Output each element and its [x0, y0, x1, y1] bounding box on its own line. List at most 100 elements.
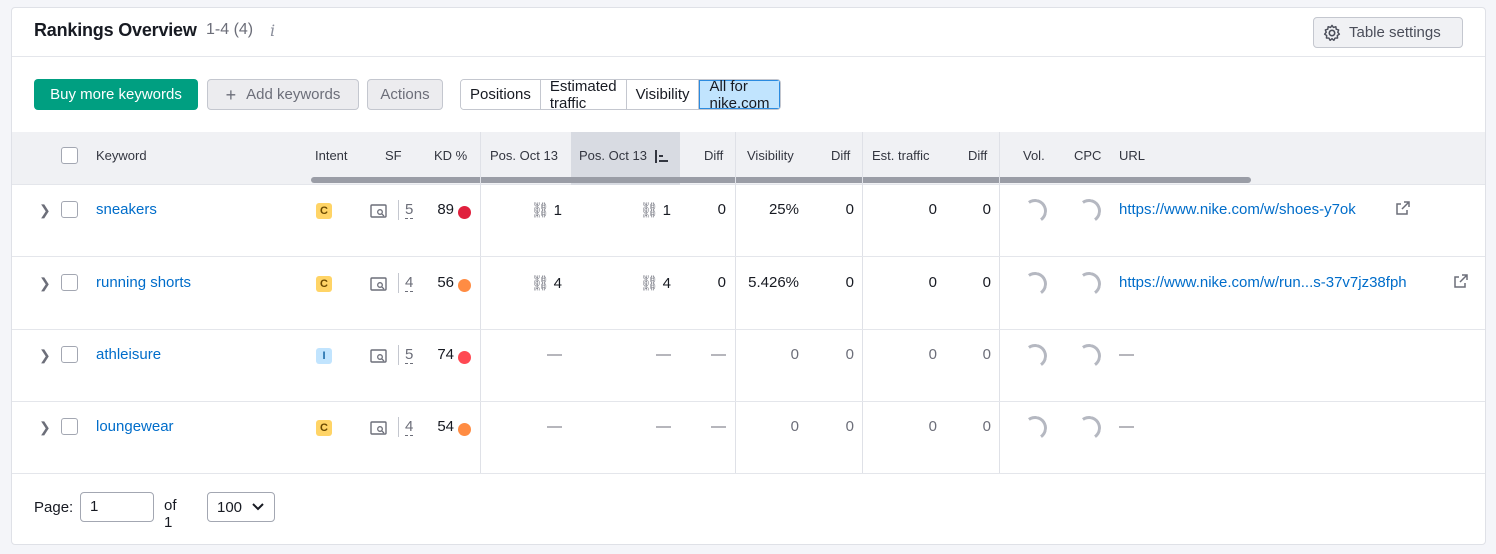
horizontal-scrollbar[interactable]	[311, 177, 1251, 183]
page-total-label: of 1	[164, 497, 177, 531]
col-est-traffic[interactable]: Est. traffic	[872, 148, 930, 163]
sf-divider	[398, 200, 399, 220]
visibility-value: 0	[790, 418, 799, 435]
col-pos-2[interactable]: Pos. Oct 13	[579, 148, 647, 163]
page-label: Page:	[34, 498, 74, 516]
per-page-select[interactable]: 100	[207, 492, 275, 522]
keyword-link[interactable]: athleisure	[96, 346, 162, 363]
col-diff-1[interactable]: Diff	[704, 148, 724, 163]
link-icon: ⛓	[639, 275, 659, 292]
intent-badge[interactable]: C	[316, 203, 332, 219]
diff-3-value: 0	[982, 418, 991, 435]
tab-estimated-traffic[interactable]: Estimated traffic	[540, 80, 627, 109]
sorted-column-highlight	[571, 132, 680, 185]
row-checkbox[interactable]	[61, 346, 78, 363]
tab-all-for-domain[interactable]: All for nike.com	[699, 80, 780, 109]
col-intent[interactable]: Intent	[315, 148, 348, 163]
link-icon: ⛓	[530, 275, 550, 292]
column-divider	[480, 132, 481, 473]
col-kd[interactable]: KD %	[434, 148, 468, 163]
col-cpc[interactable]: CPC	[1074, 148, 1102, 163]
serp-features-icon[interactable]	[370, 349, 387, 363]
keyword-link[interactable]: sneakers	[96, 201, 157, 218]
url-link[interactable]: https://www.nike.com/w/run...s-37v7jz38f…	[1119, 274, 1407, 291]
kd-value: 54	[437, 418, 454, 435]
expand-chevron-icon[interactable]: ❯	[39, 419, 51, 435]
visibility-value: 0	[790, 346, 799, 363]
pos-1-value: —	[547, 418, 562, 435]
col-pos-1[interactable]: Pos. Oct 13	[490, 148, 558, 163]
sf-count[interactable]: 5	[405, 346, 414, 364]
keyword-link[interactable]: loungewear	[96, 418, 174, 435]
column-divider	[999, 132, 1000, 473]
col-sf[interactable]: SF	[385, 148, 402, 163]
serp-features-icon[interactable]	[370, 421, 387, 435]
col-diff-2[interactable]: Diff	[831, 148, 851, 163]
intent-badge[interactable]: I	[316, 348, 332, 364]
external-link-icon[interactable]	[1395, 200, 1411, 216]
serp-features-icon[interactable]	[370, 204, 387, 218]
url-value: —	[1119, 418, 1134, 435]
est-traffic-value: 0	[928, 418, 937, 435]
expand-chevron-icon[interactable]: ❯	[39, 202, 51, 218]
pos-1-cell: ⛓ 1	[512, 201, 562, 219]
tab-positions[interactable]: Positions	[461, 80, 541, 109]
info-icon[interactable]: i	[270, 21, 276, 40]
col-vol[interactable]: Vol.	[1023, 148, 1045, 163]
col-visibility[interactable]: Visibility	[747, 148, 794, 163]
page-number-input[interactable]: 1	[80, 492, 154, 522]
rankings-overview-panel: Rankings Overview 1-4 (4) i Table settin…	[11, 7, 1486, 545]
visibility-value: 25%	[768, 201, 799, 218]
vol-loading-icon	[1021, 270, 1049, 298]
row-checkbox[interactable]	[61, 418, 78, 435]
table-settings-label: Table settings	[1349, 24, 1441, 41]
expand-chevron-icon[interactable]: ❯	[39, 347, 51, 363]
tab-visibility[interactable]: Visibility	[626, 80, 700, 109]
row-checkbox[interactable]	[61, 201, 78, 218]
pos-1-value: —	[547, 346, 562, 363]
pos-2-value: —	[656, 346, 671, 363]
select-all-checkbox[interactable]	[61, 147, 78, 164]
expand-chevron-icon[interactable]: ❯	[39, 275, 51, 291]
table-row: ❯ running shorts C 4 56 ⛓ 4 ⛓ 4 0 5.426% 0…	[12, 258, 1485, 330]
sf-count[interactable]: 4	[405, 418, 414, 436]
serp-features-icon[interactable]	[370, 277, 387, 291]
intent-badge[interactable]: C	[316, 276, 332, 292]
sf-count[interactable]: 5	[405, 201, 414, 219]
buy-more-keywords-button[interactable]: Buy more keywords	[34, 79, 198, 110]
add-keywords-button[interactable]: + Add keywords	[207, 79, 359, 110]
external-link-icon[interactable]	[1453, 273, 1469, 289]
vol-loading-icon	[1021, 342, 1049, 370]
col-url[interactable]: URL	[1119, 148, 1146, 163]
kd-value: 56	[437, 274, 454, 291]
table-settings-button[interactable]: Table settings	[1313, 17, 1463, 48]
diff-2-value: 0	[845, 274, 854, 291]
url-value: —	[1119, 346, 1134, 363]
sf-divider	[398, 345, 399, 365]
sf-divider	[398, 273, 399, 293]
col-keyword[interactable]: Keyword	[96, 148, 147, 163]
visibility-value: 5.426%	[748, 274, 799, 291]
pos-1-value: 1	[553, 202, 562, 219]
sort-desc-icon[interactable]	[655, 150, 669, 163]
pos-2-cell: ⛓ 4	[621, 274, 671, 292]
pos-2-value: —	[656, 418, 671, 435]
diff-3-value: 0	[982, 274, 991, 291]
actions-button[interactable]: Actions	[367, 79, 443, 110]
sf-count[interactable]: 4	[405, 274, 414, 292]
est-traffic-value: 0	[928, 346, 937, 363]
intent-badge[interactable]: C	[316, 420, 332, 436]
keyword-link[interactable]: running shorts	[96, 274, 192, 291]
col-diff-3[interactable]: Diff	[968, 148, 988, 163]
diff-2-value: 0	[845, 418, 854, 435]
url-link[interactable]: https://www.nike.com/w/shoes-y7ok	[1119, 201, 1356, 218]
pos-1-value: 4	[553, 275, 562, 292]
row-checkbox[interactable]	[61, 274, 78, 291]
vol-loading-icon	[1021, 197, 1049, 225]
diff-1-value: —	[711, 346, 726, 363]
pos-2-value: 4	[662, 275, 671, 292]
table-row: ❯ athleisure I 5 74 — — — 0 0 0 0 —	[12, 330, 1485, 402]
link-icon: ⛓	[530, 202, 550, 219]
panel-title: Rankings Overview	[34, 20, 197, 40]
kd-dot	[458, 351, 471, 364]
